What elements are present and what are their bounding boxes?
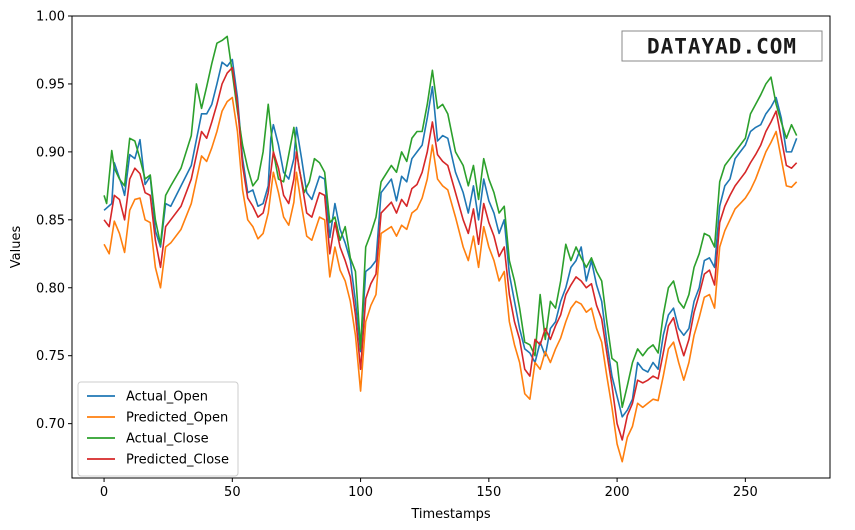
x-tick-label: 0: [100, 485, 108, 500]
watermark-box: [621, 30, 823, 62]
x-tick-label: 250: [733, 485, 758, 500]
legend-box: [77, 381, 239, 477]
x-tick-label: 150: [476, 485, 501, 500]
watermark-text: DATAYAD.COM: [647, 35, 797, 59]
x-tick-label: 50: [224, 485, 241, 500]
legend-label: Predicted_Close: [126, 453, 229, 468]
legend-label: Predicted_Open: [126, 411, 228, 426]
legend: Actual_Open Predicted_Open Actual_Close Pre…: [77, 381, 239, 477]
x-tick-label: 200: [605, 485, 630, 500]
y-tick-label: 0.75: [36, 349, 65, 364]
y-axis-label: Values: [9, 226, 24, 269]
x-tick-label: 100: [348, 485, 373, 500]
y-tick-label: 0.80: [36, 281, 65, 296]
x-axis: 0 50 100 150 200 250: [100, 478, 758, 500]
y-tick-label: 0.90: [36, 145, 65, 160]
y-tick-label: 0.85: [36, 213, 65, 228]
watermark-logo: DATAYAD.COM: [621, 30, 823, 62]
y-tick-label: 1.00: [36, 10, 65, 25]
x-axis-label: Timestamps: [410, 507, 491, 522]
series-line-actual-open: [103, 58, 798, 418]
plot-frame: [71, 15, 831, 479]
series-line-predicted-open: [103, 96, 798, 463]
y-tick-label: 0.70: [36, 417, 65, 432]
legend-label: Actual_Open: [126, 390, 208, 405]
legend-label: Actual_Close: [126, 432, 209, 447]
y-tick-label: 0.95: [36, 77, 65, 92]
series-line-predicted-close: [103, 66, 798, 441]
series-line-actual-close: [103, 35, 798, 409]
y-axis: 0.70 0.75 0.80 0.85 0.90 0.95 1.00: [36, 10, 72, 432]
plot-lines: [103, 35, 798, 463]
